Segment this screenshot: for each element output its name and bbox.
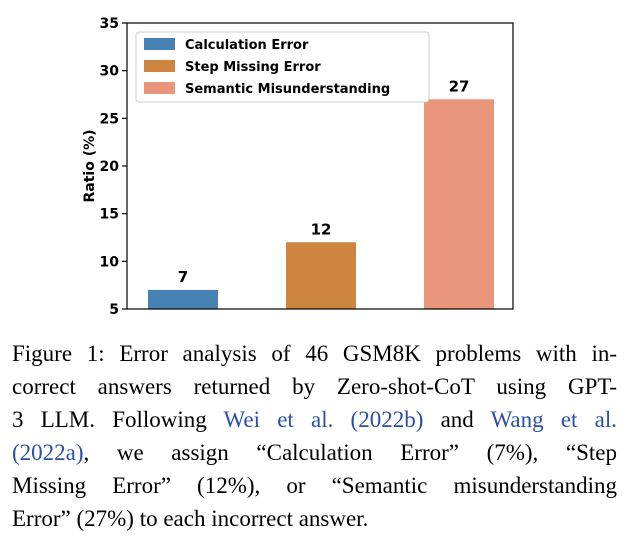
legend-entry: Step Missing Error: [185, 60, 321, 75]
bar-value-label: 27: [449, 77, 470, 95]
caption-line-5: Missing Error” (12%), or “Semantic misun…: [12, 473, 617, 498]
legend-swatch: [144, 82, 175, 94]
citation-link-wei[interactable]: Wei et al. (2022b): [223, 407, 424, 432]
legend-entry: Calculation Error: [185, 38, 309, 53]
bar-value-label: 12: [311, 220, 332, 238]
bar-3: [424, 99, 494, 310]
bar-2: [286, 242, 356, 309]
y-tick-label: 25: [100, 111, 119, 127]
caption-text: and: [423, 407, 491, 432]
legend-swatch: [144, 60, 175, 72]
y-tick-label: 5: [109, 302, 119, 318]
caption-line-3: 3 LLM. Following Wei et al. (2022b) and …: [12, 403, 617, 436]
caption-line-1: Figure 1: Error analysis of 46 GSM8K pro…: [12, 341, 617, 366]
citation-link-wang-year[interactable]: (2022a): [12, 440, 84, 465]
legend-entry: Semantic Misunderstanding: [185, 82, 390, 97]
legend-swatch: [144, 38, 175, 50]
bar-value-label: 7: [178, 268, 188, 286]
y-tick-label: 35: [100, 16, 119, 32]
y-tick-label: 30: [100, 64, 120, 80]
bar-chart: 5 10 15 20 25 30 35 7 12 27 Ratio (%) Calculatio…: [82, 16, 514, 318]
bars: [148, 99, 494, 310]
y-axis-ticks: 5 10 15 20 25 30 35: [100, 16, 127, 318]
caption-line-6: Error” (27%) to each incorrect answer.: [12, 506, 369, 531]
legend: Calculation Error Step Missing Error Seman…: [135, 31, 430, 103]
bar-1: [148, 289, 218, 309]
caption-text: 3 LLM. Following: [12, 407, 224, 432]
caption-line-4: (2022a), we assign “Calculation Error” (…: [12, 436, 617, 469]
y-tick-label: 15: [100, 207, 119, 223]
citation-link-wang[interactable]: Wang et al.: [490, 407, 617, 432]
y-tick-label: 10: [100, 254, 120, 270]
y-axis-label: Ratio (%): [82, 129, 98, 202]
caption-text: , we assign “Calculation Error” (7%), “S…: [83, 440, 617, 465]
figure-caption: Figure 1: Error analysis of 46 GSM8K pro…: [12, 337, 617, 535]
legend-frame: [135, 31, 430, 103]
data-labels: 7 12 27: [178, 77, 470, 286]
caption-line-2: correct answers returned by Zero-shot-Co…: [12, 374, 617, 399]
plot-frame: [126, 22, 514, 310]
y-tick-label: 20: [100, 159, 120, 175]
